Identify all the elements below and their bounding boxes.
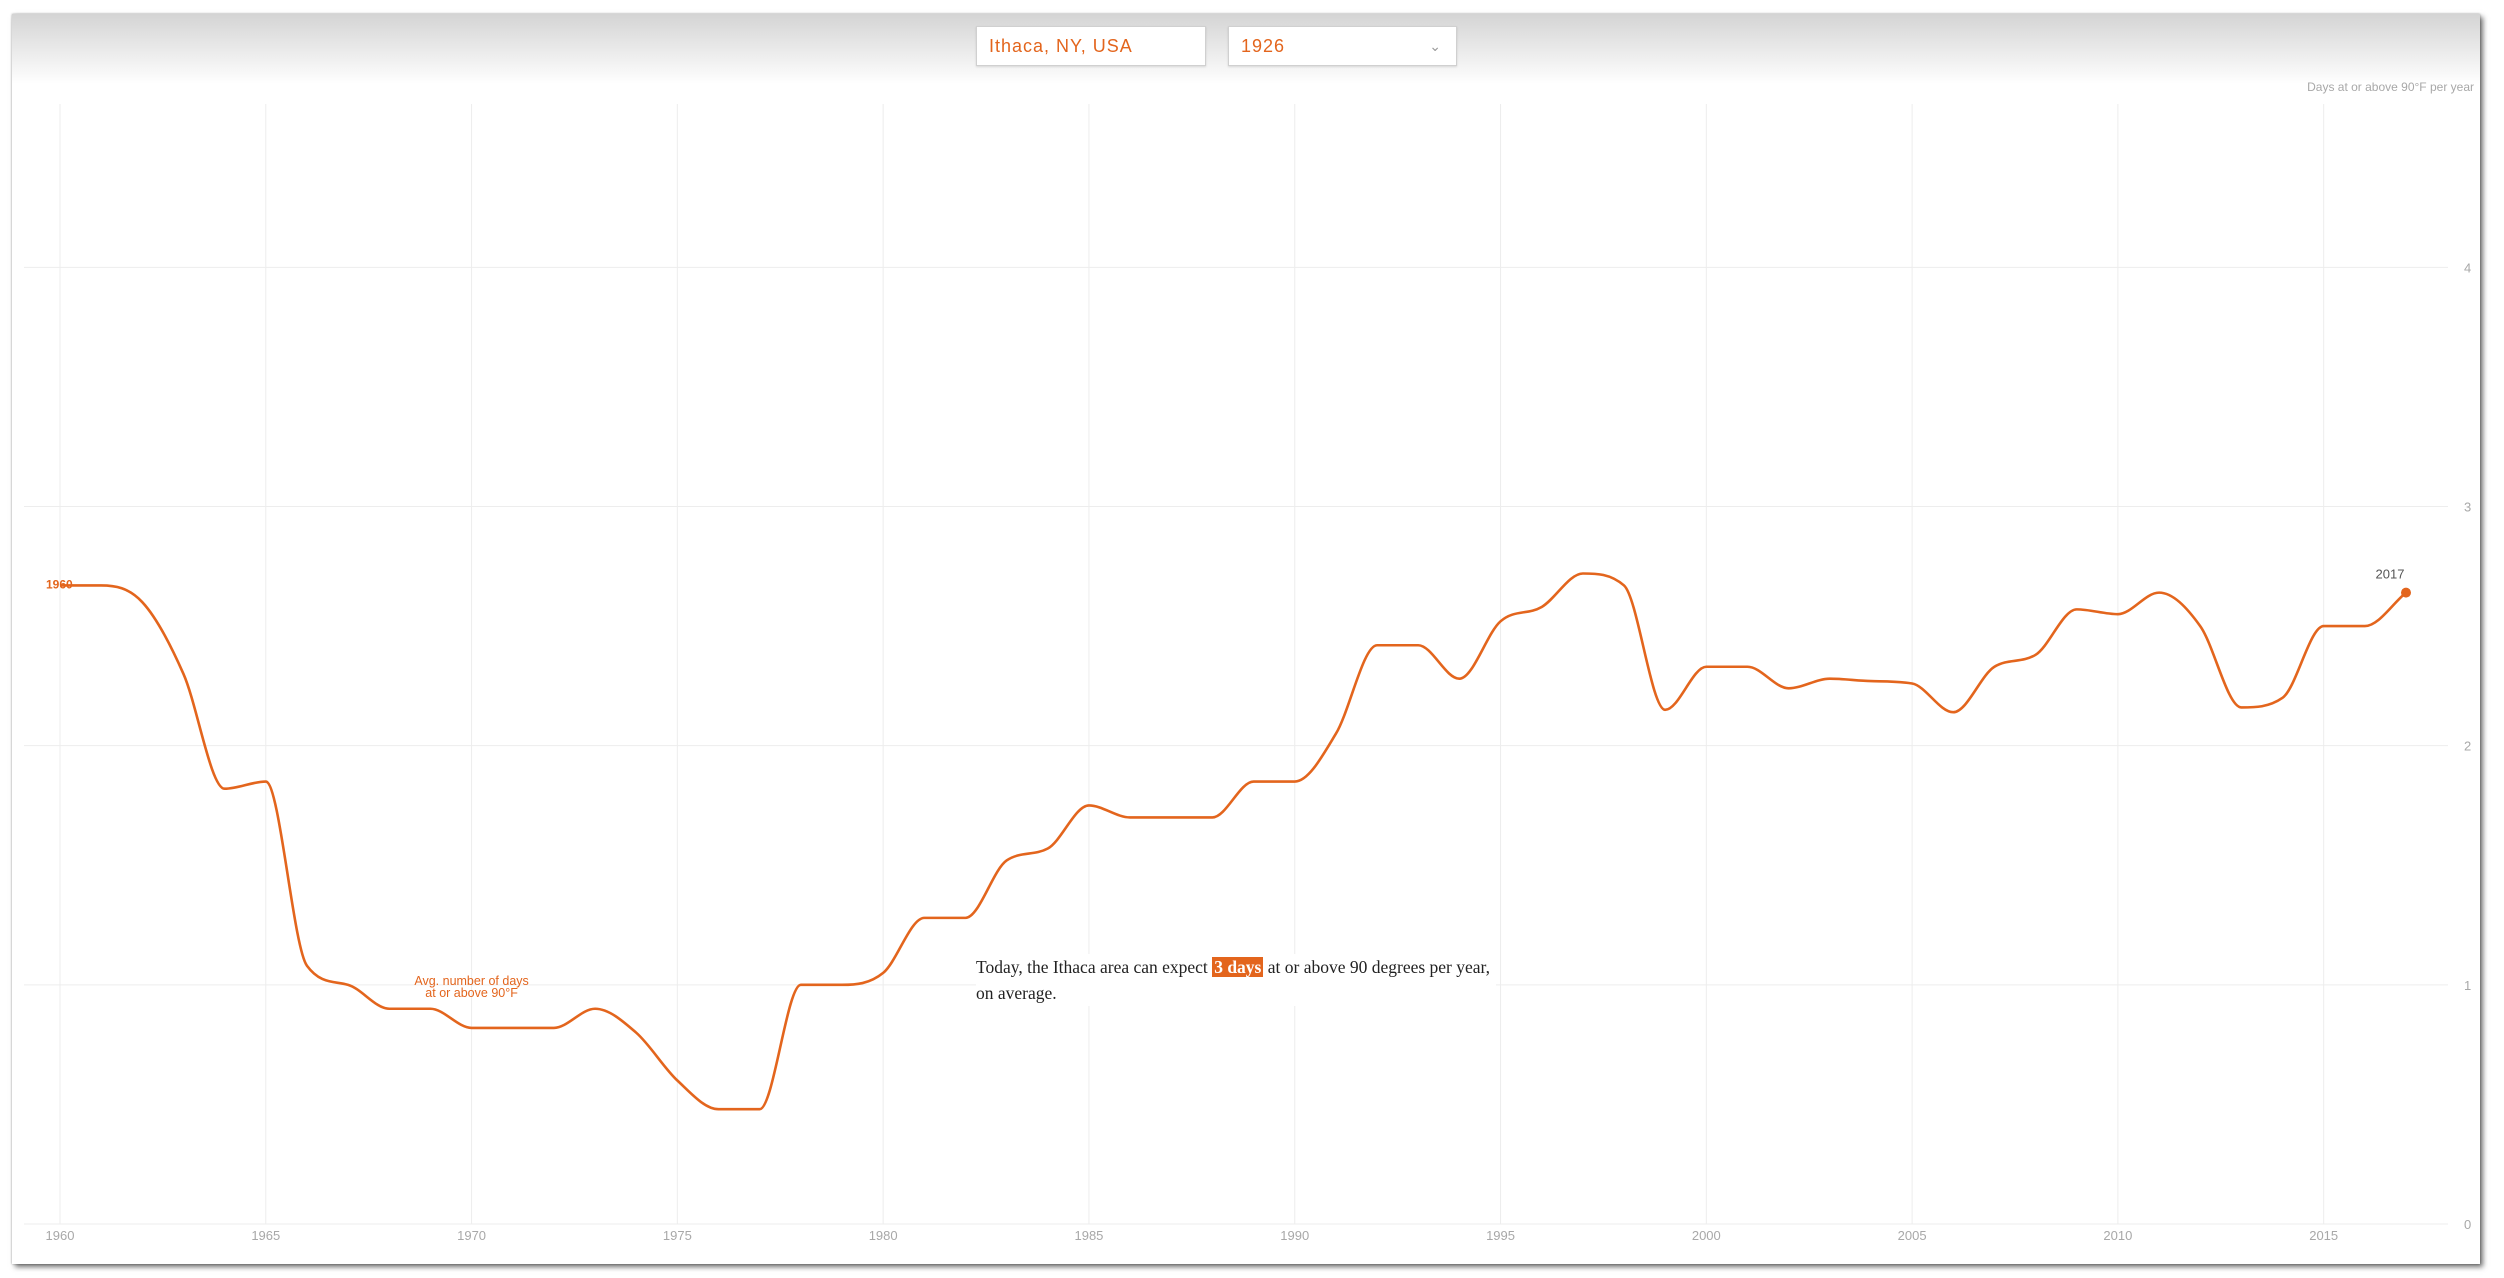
x-tick-label: 2005 [1898,1228,1927,1243]
x-tick-label: 1985 [1074,1228,1103,1243]
year-select[interactable]: 1926 ⌄ [1228,26,1457,66]
y-axis-unit-label: Days at or above 90°F per year [2307,80,2474,94]
y-tick-label: 4 [2464,260,2471,275]
y-tick-label: 3 [2464,500,2471,515]
year-select-value: 1926 [1241,36,1286,56]
x-tick-label: 1995 [1486,1228,1515,1243]
y-tick-label: 2 [2464,739,2471,754]
x-tick-label: 2010 [2103,1228,2132,1243]
x-tick-label: 2015 [2309,1228,2338,1243]
summary-before: Today, the Ithaca area can expect [976,957,1213,977]
y-tick-label: 0 [2464,1217,2471,1232]
series-line [60,572,2407,1111]
annotation-line-1: Avg. number of days [414,974,528,988]
chart-frame [12,14,2480,1264]
x-tick-label: 1965 [251,1228,280,1243]
x-tick-label: 1970 [457,1228,486,1243]
chevron-down-icon: ⌄ [1429,38,1442,54]
summary-text: Today, the Ithaca area can expect 3 days… [976,954,1496,1006]
x-tick-label: 1980 [869,1228,898,1243]
end-year-label: 2017 [2376,567,2405,582]
x-tick-label: 1990 [1280,1228,1309,1243]
start-year-label: 1960 [46,577,73,591]
end-point-marker [2401,587,2411,598]
summary-after: at or above 90 degrees per year, on aver… [976,957,1491,1003]
x-tick-label: 2000 [1692,1228,1721,1243]
x-tick-label: 1960 [46,1228,75,1243]
summary-highlight: 3 days [1212,957,1264,977]
annotation-line-2: at or above 90°F [425,986,518,1000]
y-tick-label: 1 [2464,978,2471,993]
x-tick-label: 1975 [663,1228,692,1243]
location-input[interactable]: Ithaca, NY, USA [976,26,1206,66]
